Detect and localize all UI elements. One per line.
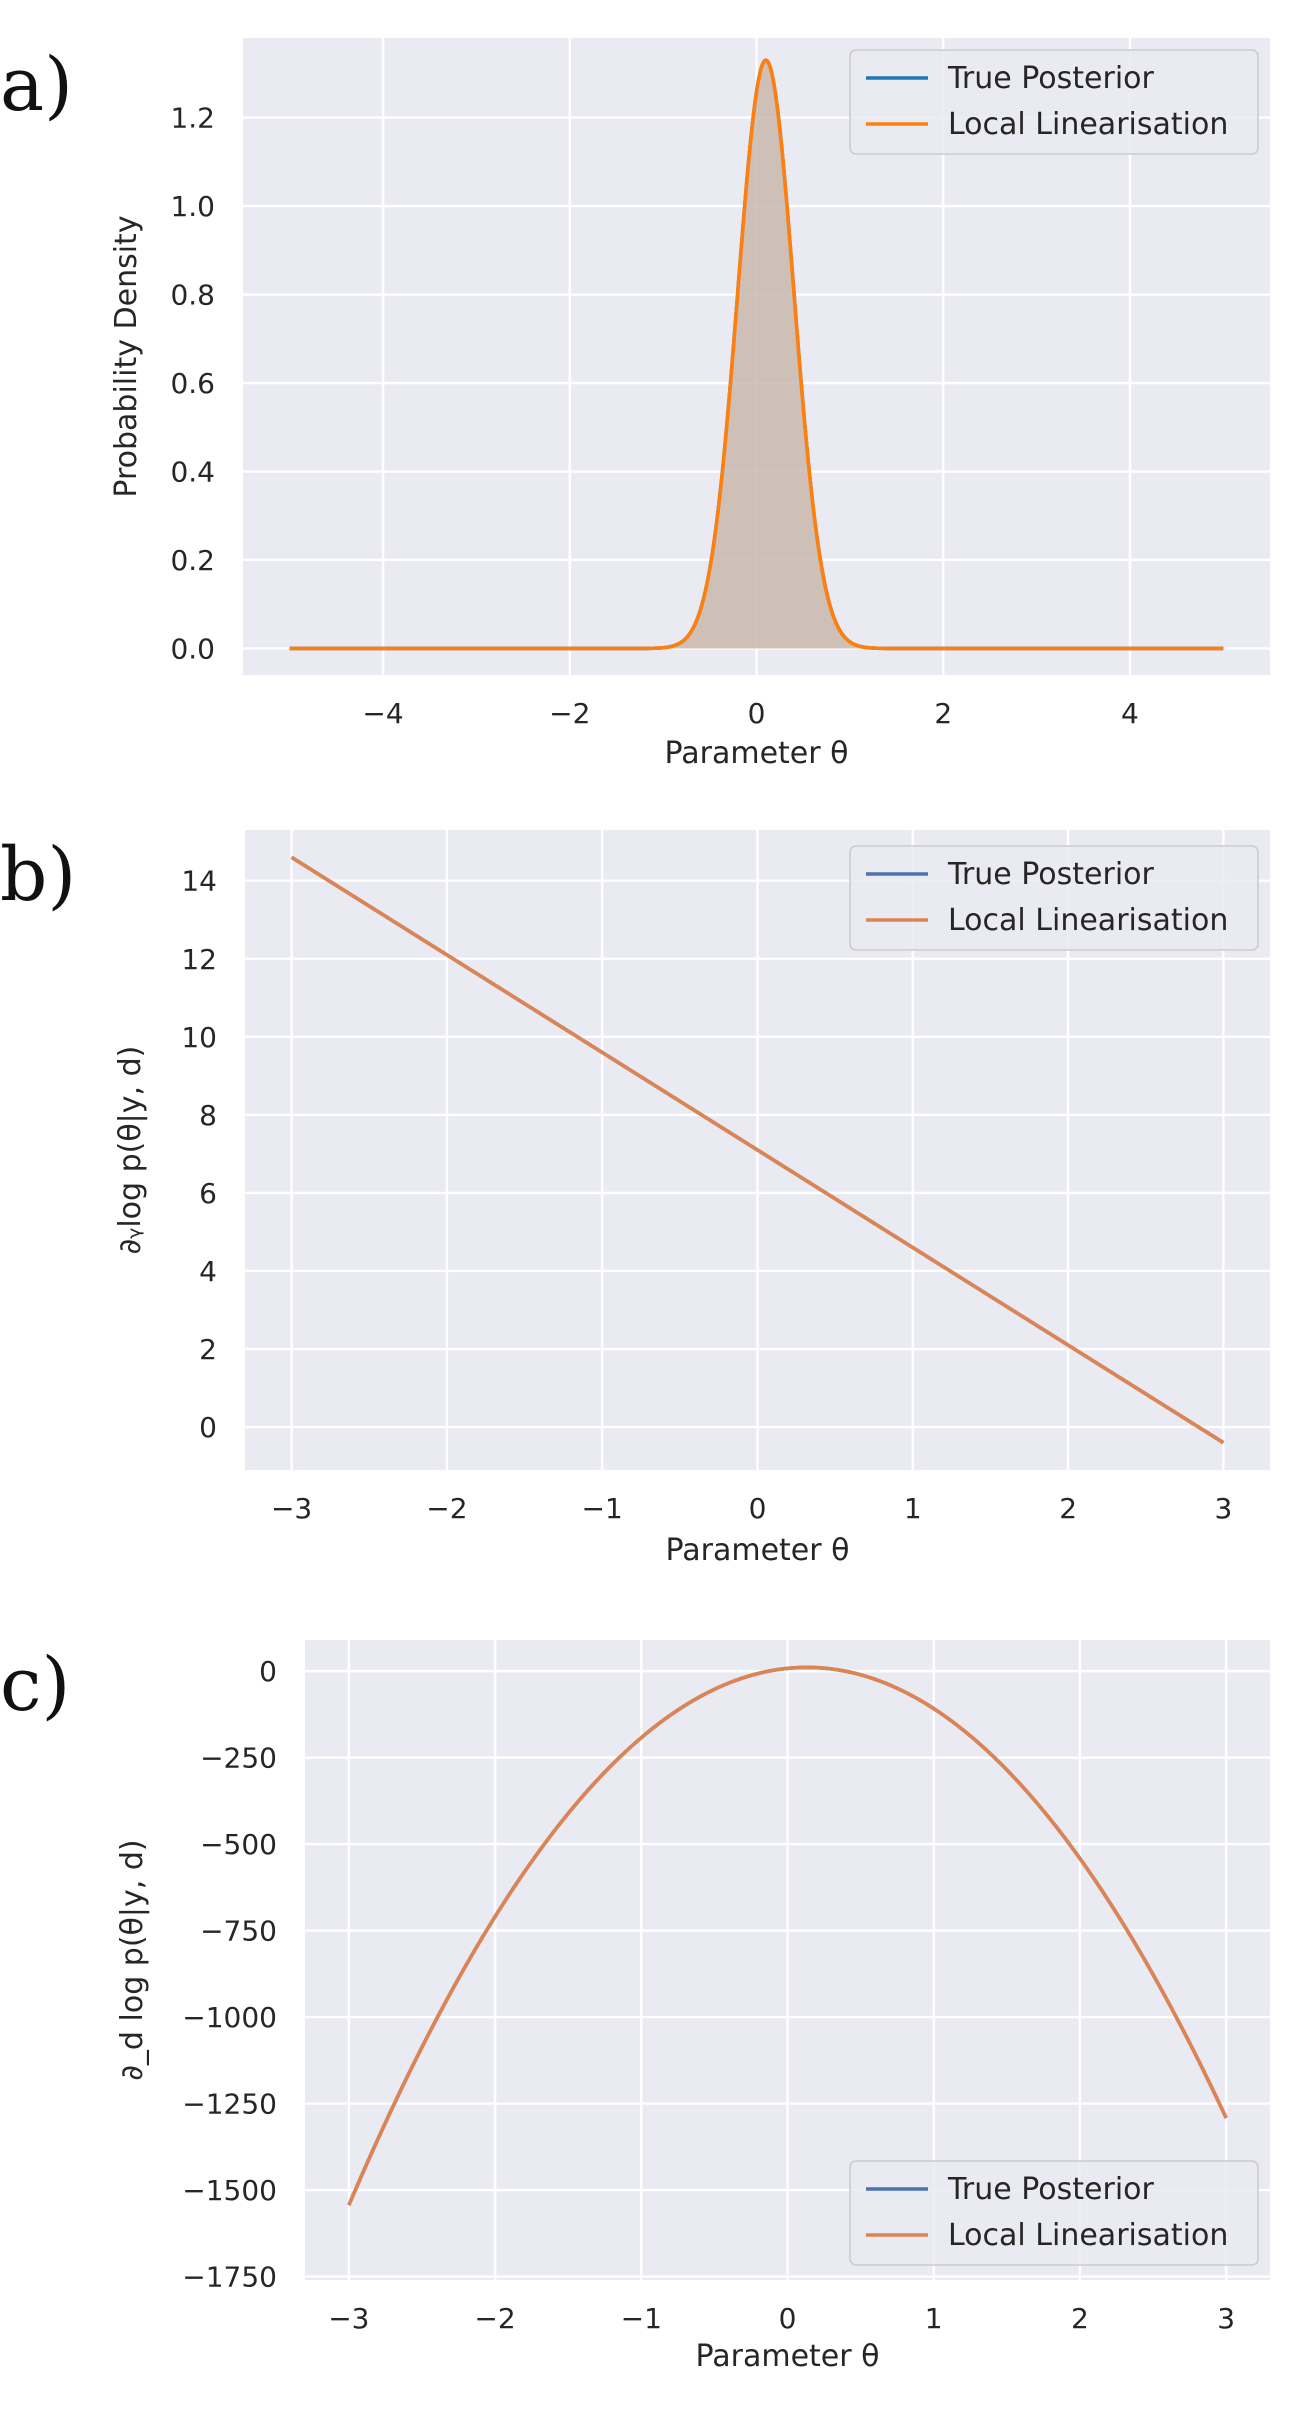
y-tick-label: −250 (200, 1742, 277, 1775)
legend-label: True Posterior (947, 2172, 1155, 2207)
x-tick-label: −2 (426, 1492, 467, 1525)
panel-letter: a) (0, 42, 73, 128)
y-tick-label: −1250 (182, 2088, 277, 2121)
x-axis-label: Parameter θ (665, 736, 849, 771)
x-tick-label: −3 (328, 2302, 369, 2335)
x-tick-label: 3 (1217, 2302, 1235, 2335)
chart-panel: −3 −2 −1 0 1 2 3 0 −250 −500 −750 −1000 −1250 −1500 −1… (0, 1640, 1270, 2374)
legend-label: True Posterior (947, 61, 1155, 96)
y-tick-label: −1000 (182, 2001, 277, 2034)
y-axis-label: ∂ᵧlog p(θ|y, d) (113, 1046, 148, 1255)
legend-label: Local Linearisation (948, 2218, 1228, 2253)
x-tick-label: 0 (749, 1492, 767, 1525)
x-axis-label: Parameter θ (696, 2339, 880, 2374)
x-tick-label: 0 (779, 2302, 797, 2335)
panel-letter: b) (0, 832, 76, 918)
y-tick-label: −500 (200, 1828, 277, 1861)
y-tick-label: 0.4 (170, 456, 215, 489)
x-tick-label: 4 (1121, 697, 1139, 730)
legend-box (849, 2160, 1259, 2266)
x-tick-label: −2 (474, 2302, 515, 2335)
y-tick-label: −1750 (182, 2261, 277, 2294)
y-axis-label: ∂_d log p(θ|y, d) (115, 1839, 150, 2080)
legend: True Posterior Local Linearisation (849, 49, 1259, 155)
y-tick-label: 12 (181, 943, 217, 976)
y-tick-label: 4 (199, 1255, 217, 1288)
x-tick-label: 2 (934, 697, 952, 730)
y-tick-label: 10 (181, 1021, 217, 1054)
y-tick-label: 1.2 (170, 102, 215, 135)
y-tick-label: 6 (199, 1177, 217, 1210)
x-tick-label: −4 (362, 697, 403, 730)
x-tick-label: 1 (904, 1492, 922, 1525)
legend-label: True Posterior (947, 857, 1155, 892)
y-tick-label: 0 (199, 1411, 217, 1444)
y-tick-label: −1500 (182, 2174, 277, 2207)
y-tick-label: 0.8 (170, 279, 215, 312)
y-tick-label: 2 (199, 1333, 217, 1366)
legend-box (849, 845, 1259, 951)
y-tick-label: 1.0 (170, 190, 215, 223)
y-tick-label: 0 (259, 1655, 277, 1688)
legend: True Posterior Local Linearisation (849, 845, 1259, 951)
y-tick-label: 8 (199, 1099, 217, 1132)
x-tick-label: 2 (1071, 2302, 1089, 2335)
legend-label: Local Linearisation (948, 107, 1228, 142)
x-tick-label: 2 (1059, 1492, 1077, 1525)
x-tick-label: −1 (582, 1492, 623, 1525)
legend-label: Local Linearisation (948, 903, 1228, 938)
series-line-local-linearisation (347, 1665, 1228, 2206)
y-tick-label: 0.2 (170, 544, 215, 577)
x-tick-label: 1 (925, 2302, 943, 2335)
y-tick-label: 14 (181, 865, 217, 898)
x-tick-label: 0 (748, 697, 766, 730)
x-tick-label: 3 (1214, 1492, 1232, 1525)
series-line-local-linearisation (289, 58, 1224, 651)
series-line-local-linearisation (290, 855, 1225, 1445)
chart-panel: −4 −2 0 2 4 0.0 0.2 0.4 0.6 0.8 1.0 1.2 True Posteri… (0, 38, 1270, 771)
x-axis-label: Parameter θ (666, 1533, 850, 1568)
legend: True Posterior Local Linearisation (849, 2160, 1259, 2266)
panel-letter: c) (0, 1642, 70, 1728)
y-tick-label: 0.6 (170, 367, 215, 400)
legend-box (849, 49, 1259, 155)
x-tick-label: −3 (271, 1492, 312, 1525)
y-tick-label: 0.0 (170, 632, 215, 665)
density-fill (289, 60, 1224, 649)
y-tick-label: −750 (200, 1915, 277, 1948)
x-tick-label: −2 (549, 697, 590, 730)
x-tick-label: −1 (621, 2302, 662, 2335)
y-axis-label: Probability Density (109, 215, 144, 497)
